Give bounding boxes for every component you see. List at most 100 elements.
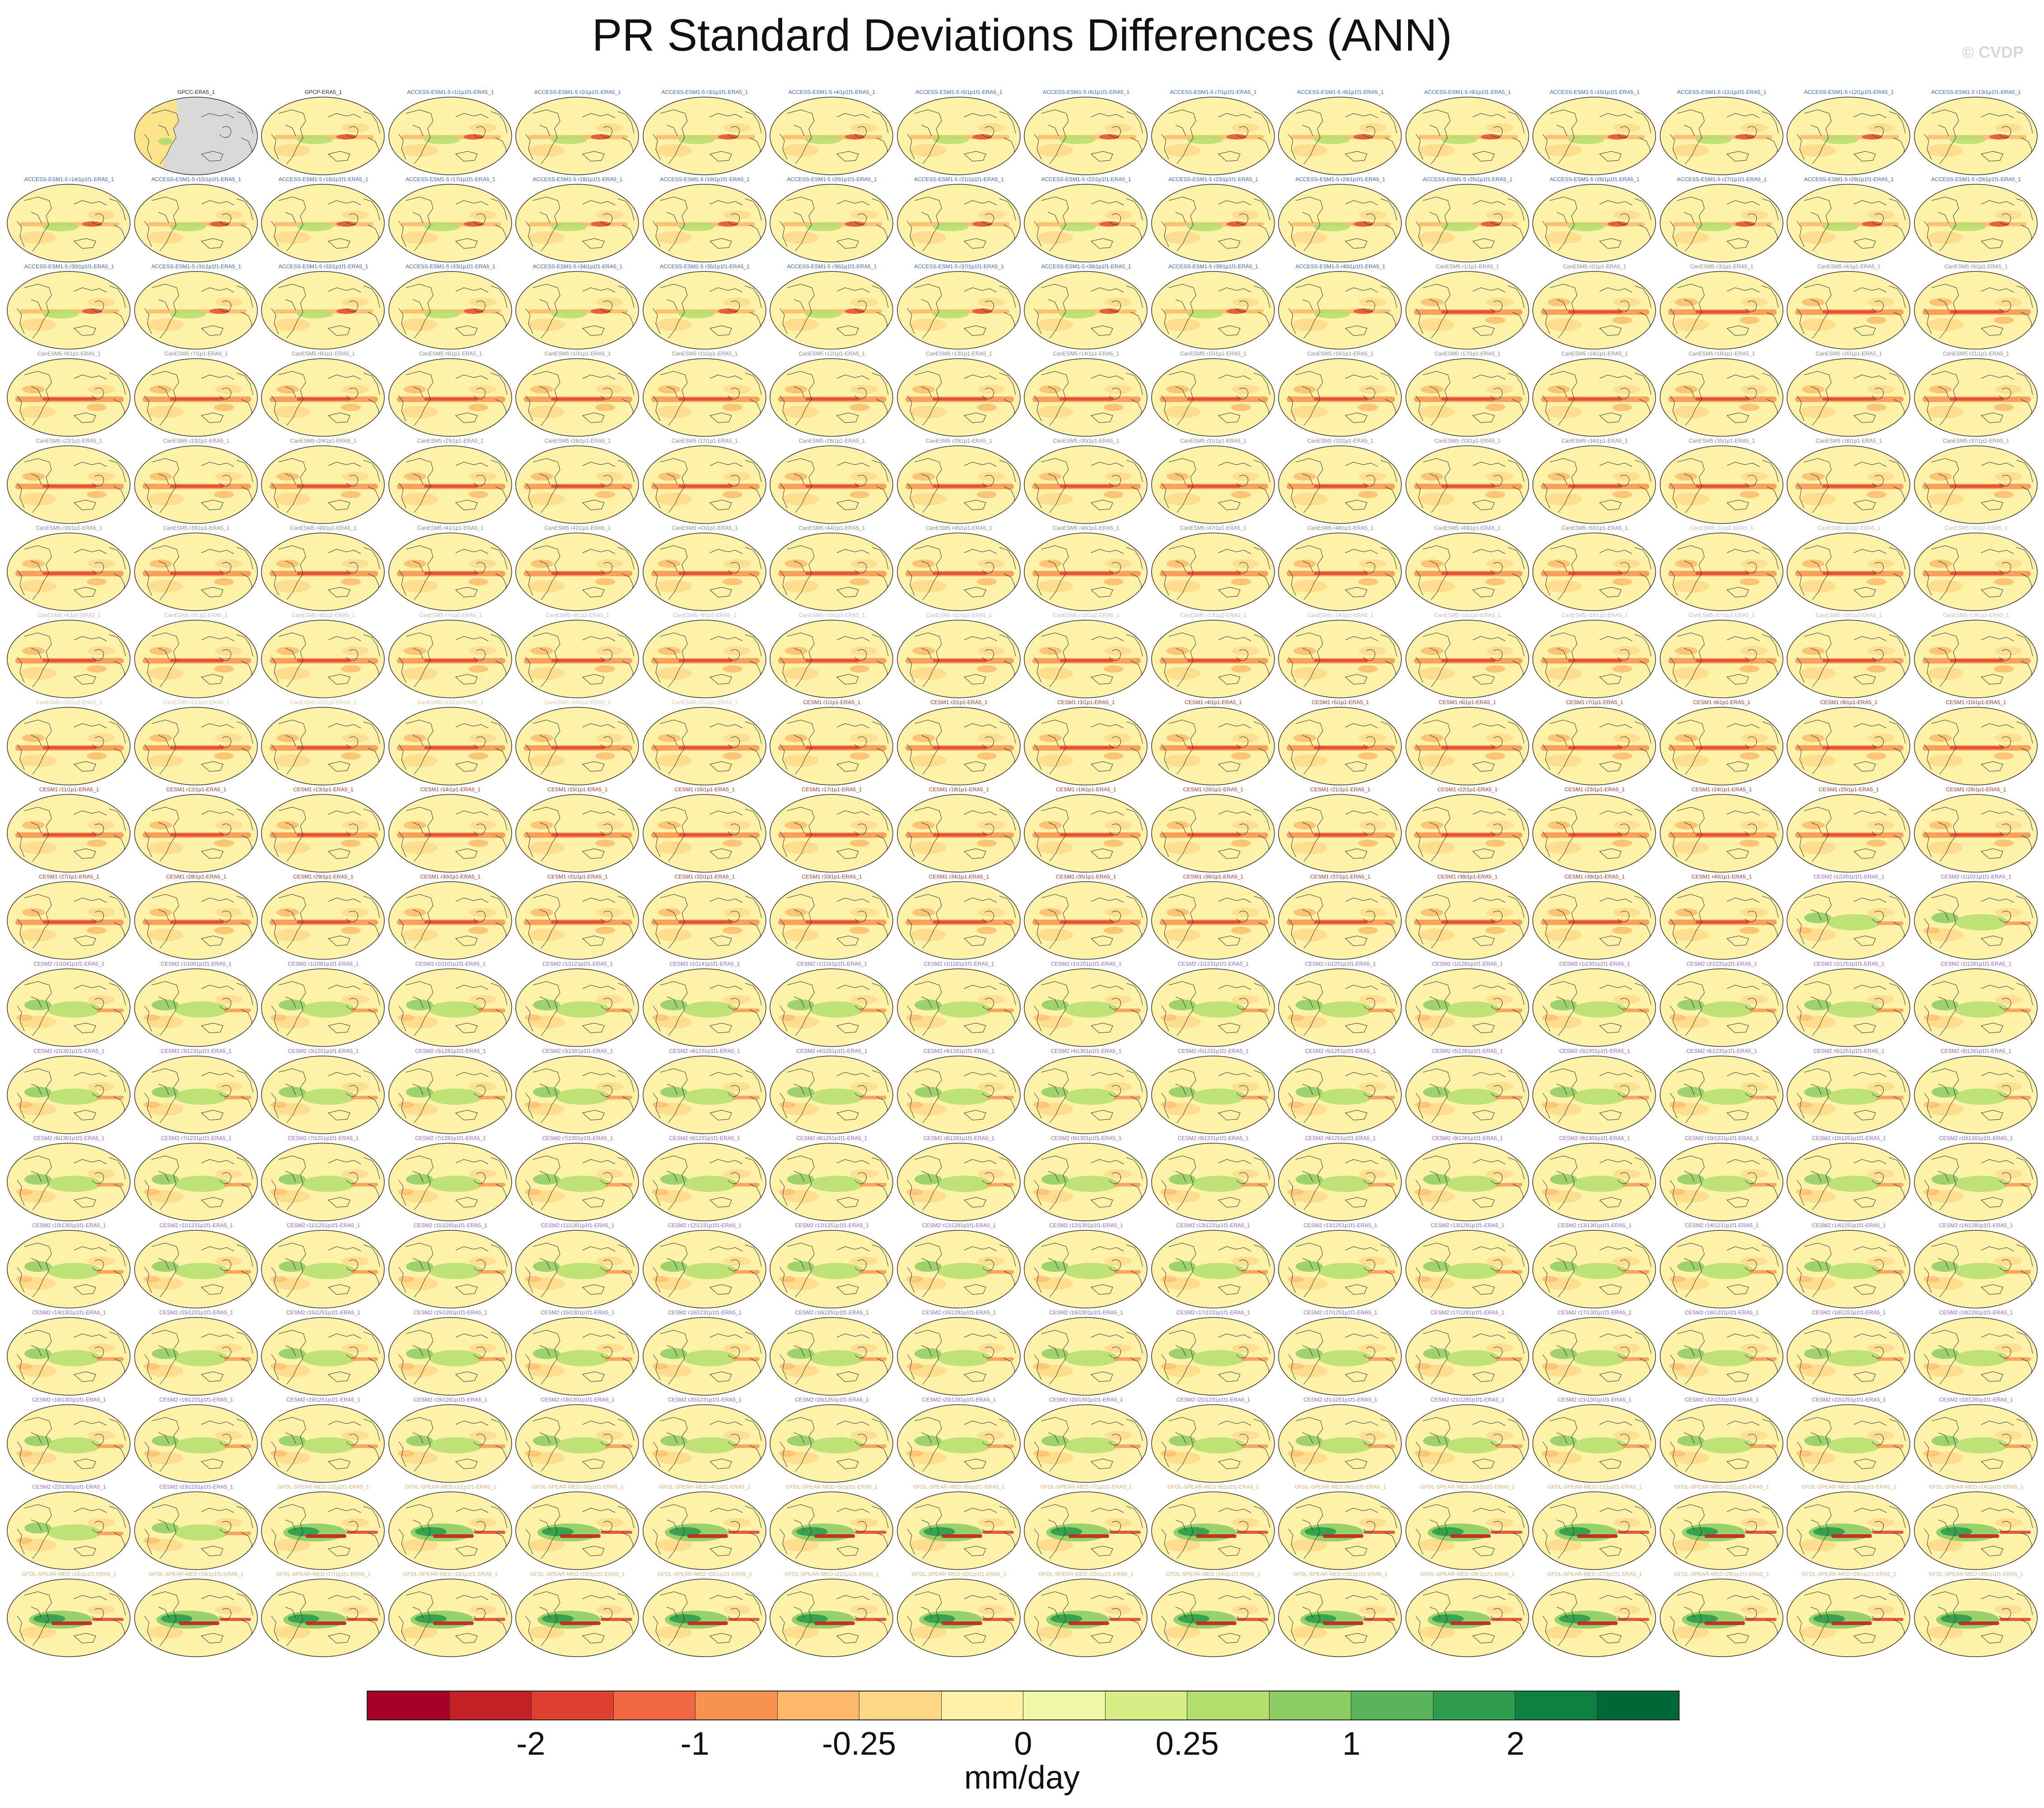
map-projection: [770, 445, 893, 524]
map-projection: [896, 1230, 1021, 1308]
map-projection: [1278, 968, 1402, 1047]
map-projection: [515, 1579, 639, 1657]
panel-title: CanESM5 r30i1p1-ERA5_1: [1053, 438, 1120, 444]
map-panel: CanESM5 r20i1p1-ERA5_1: [1785, 350, 1913, 439]
colorbar-swatch: [368, 1691, 450, 1719]
map-panel: GFDL-SPEAR-MED r4i1p1f1-ERA5_1: [641, 1484, 769, 1572]
map-projection: [1659, 707, 1783, 785]
map-projection: [1151, 1143, 1275, 1221]
map-panel: CanESM5 r11i1p2-ERA5_1: [896, 612, 1023, 701]
map-projection: [1659, 968, 1783, 1047]
map-projection: [1024, 271, 1148, 350]
map-projection: [7, 1491, 131, 1570]
map-panel: ACCESS-ESM1-5 r33i1p1f1-ERA5_1: [387, 263, 514, 352]
map-projection: [1024, 533, 1148, 611]
panel-title: CESM2 r2i1301p1f1-ERA5_1: [33, 1048, 105, 1054]
map-projection: [261, 271, 385, 350]
map-panel: CanESM5 r5i1p2-ERA5_1: [133, 612, 260, 701]
map-panel: CanESM5 r46i1p1-ERA5_1: [1022, 525, 1150, 613]
map-panel: CESM1 r17i1p1-ERA5_1: [768, 786, 896, 875]
map-panel: CESM2 r22i1231p1f1-ERA5_1: [1658, 1397, 1786, 1485]
map-projection: [1024, 1056, 1148, 1134]
panel-title: GFDL-SPEAR-MED r15i1p1f1-ERA5_1: [22, 1571, 117, 1577]
map-projection: [1659, 445, 1783, 524]
map-panel: CanESM5 r6i1p2-ERA5_1: [260, 612, 387, 701]
map-panel: CESM2 r12i1281p1f1-ERA5_1: [896, 1222, 1023, 1311]
map-projection: [1405, 271, 1529, 350]
map-panel: CESM2 r1i1141p1f1-ERA5_1: [641, 961, 769, 1049]
map-panel: CanESM5 r23i1p2-ERA5_1: [387, 699, 514, 788]
panel-title: CESM2 r10i1301p1f1-ERA5_1: [32, 1222, 106, 1229]
map-projection: [896, 445, 1021, 524]
panel-title: CESM1 r12i1p1-ERA5_1: [166, 786, 227, 793]
panel-title: CanESM5 r24i1p2-ERA5_1: [544, 699, 611, 705]
map-panel: CanESM5 r8i1p1-ERA5_1: [260, 350, 387, 439]
map-projection: [1532, 620, 1656, 698]
panel-title: CESM1 r23i1p1-ERA5_1: [1564, 786, 1625, 793]
map-panel: ACCESS-ESM1-5 r35i1p1f1-ERA5_1: [641, 263, 769, 352]
panel-title: CESM1 r22i1p1-ERA5_1: [1437, 786, 1498, 793]
panel-title: CanESM5 r23i1p1-ERA5_1: [163, 438, 229, 444]
panel-title: ACCESS-ESM1-5 r32i1p1f1-ERA5_1: [278, 263, 369, 270]
map-projection: [1913, 97, 2038, 175]
map-panel: CESM2 r15i1251p1f1-ERA5_1: [260, 1309, 387, 1398]
map-projection: [770, 271, 893, 350]
panel-title: CESM2 r14i1231p1f1-ERA5_1: [1685, 1222, 1759, 1229]
map-panel: CESM2 r20i1301p1f1-ERA5_1: [1022, 1397, 1150, 1485]
map-projection: [388, 445, 512, 524]
map-projection: [1278, 1230, 1402, 1308]
panel-title: GFDL-SPEAR-MED r14i1p1f1-ERA5_1: [1928, 1484, 2024, 1490]
map-panel: GFDL-SPEAR-MED r14i1p1f1-ERA5_1: [1913, 1484, 2040, 1572]
panel-title: GFDL-SPEAR-MED r19i1p1f1-ERA5_1: [530, 1571, 625, 1577]
map-projection: [770, 1056, 893, 1134]
map-projection: [388, 1143, 512, 1221]
map-projection: [388, 707, 512, 785]
map-panel: ACCESS-ESM1-5 r4i1p1f1-ERA5_1: [768, 89, 896, 178]
map-projection: [7, 794, 131, 873]
panel-title: CanESM5 r39i1p1-ERA5_1: [163, 525, 229, 531]
map-projection: [642, 1143, 766, 1221]
map-panel: CESM2 r3i1301p1f1-ERA5_1: [514, 1048, 641, 1136]
map-projection: [261, 881, 385, 960]
panel-title: CanESM5 r28i1p1-ERA5_1: [798, 438, 865, 444]
panel-title: CanESM5 r9i1p1-ERA5_1: [419, 350, 482, 357]
panel-title: CESM2 r1i1081p1f1-ERA5_1: [288, 961, 359, 967]
map-projection: [1787, 533, 1910, 611]
map-projection: [642, 881, 766, 960]
map-projection: [515, 1317, 639, 1396]
map-panel: CESM1 r30i1p1-ERA5_1: [387, 874, 514, 962]
map-projection: [1278, 881, 1402, 960]
panel-title: CESM2 r23i1231p1f1-ERA5_1: [159, 1484, 233, 1490]
map-panel: CanESM5 r29i1p1-ERA5_1: [896, 438, 1023, 526]
map-panel: CESM2 r4i1231p1f1-ERA5_1: [641, 1048, 769, 1136]
panel-title: CESM2 r20i1301p1f1-ERA5_1: [1049, 1397, 1123, 1403]
map-panel: CanESM5 r49i1p1-ERA5_1: [1404, 525, 1531, 613]
map-projection: [1405, 97, 1529, 175]
panel-title: GFDL-SPEAR-MED r7i1p1f1-ERA5_1: [1040, 1484, 1132, 1490]
colorbar-units: mm/day: [964, 1760, 1080, 1796]
map-projection: [642, 1230, 766, 1308]
panel-title: CanESM5 r35i1p1-ERA5_1: [1689, 438, 1755, 444]
map-panel: CESM2 r2i1251p1f1-ERA5_1: [1785, 961, 1913, 1049]
map-projection: [1278, 1404, 1402, 1483]
map-panel: CESM2 r1i1021p1f1-ERA5_1: [1913, 874, 2040, 962]
panel-title: CESM2 r1i1281p1f1-ERA5_1: [1432, 961, 1503, 967]
panel-title: ACCESS-ESM1-5 r28i1p1f1-ERA5_1: [1804, 176, 1894, 182]
map-panel: CanESM5 r20i1p2-ERA5_1: [5, 699, 133, 788]
map-panel: GFDL-SPEAR-MED r21i1p1f1-ERA5_1: [768, 1571, 896, 1659]
map-projection: [388, 1317, 512, 1396]
map-panel: GFDL-SPEAR-MED r9i1p1f1-ERA5_1: [1277, 1484, 1404, 1572]
map-projection: [770, 358, 893, 437]
map-panel: ACCESS-ESM1-5 r11i1p1f1-ERA5_1: [1658, 89, 1786, 178]
map-panel: CESM2 r4i1251p1f1-ERA5_1: [768, 1048, 896, 1136]
panel-title: CESM2 r14i1281p1f1-ERA5_1: [1939, 1222, 2013, 1229]
panel-title: CESM1 r1i1p1-ERA5_1: [803, 699, 861, 705]
map-panel: CESM2 r18i1251p1f1-ERA5_1: [1785, 1309, 1913, 1398]
map-projection: [388, 1056, 512, 1134]
panel-title: ACCESS-ESM1-5 r27i1p1f1-ERA5_1: [1677, 176, 1767, 182]
map-panel: CanESM5 r42i1p1-ERA5_1: [514, 525, 641, 613]
panel-title: CESM2 r19i1301p1f1-ERA5_1: [541, 1397, 615, 1403]
colorbar-swatch: [695, 1691, 778, 1719]
panel-title: CanESM5 r4i1p2-ERA5_1: [37, 612, 101, 618]
map-projection: [896, 1056, 1021, 1134]
